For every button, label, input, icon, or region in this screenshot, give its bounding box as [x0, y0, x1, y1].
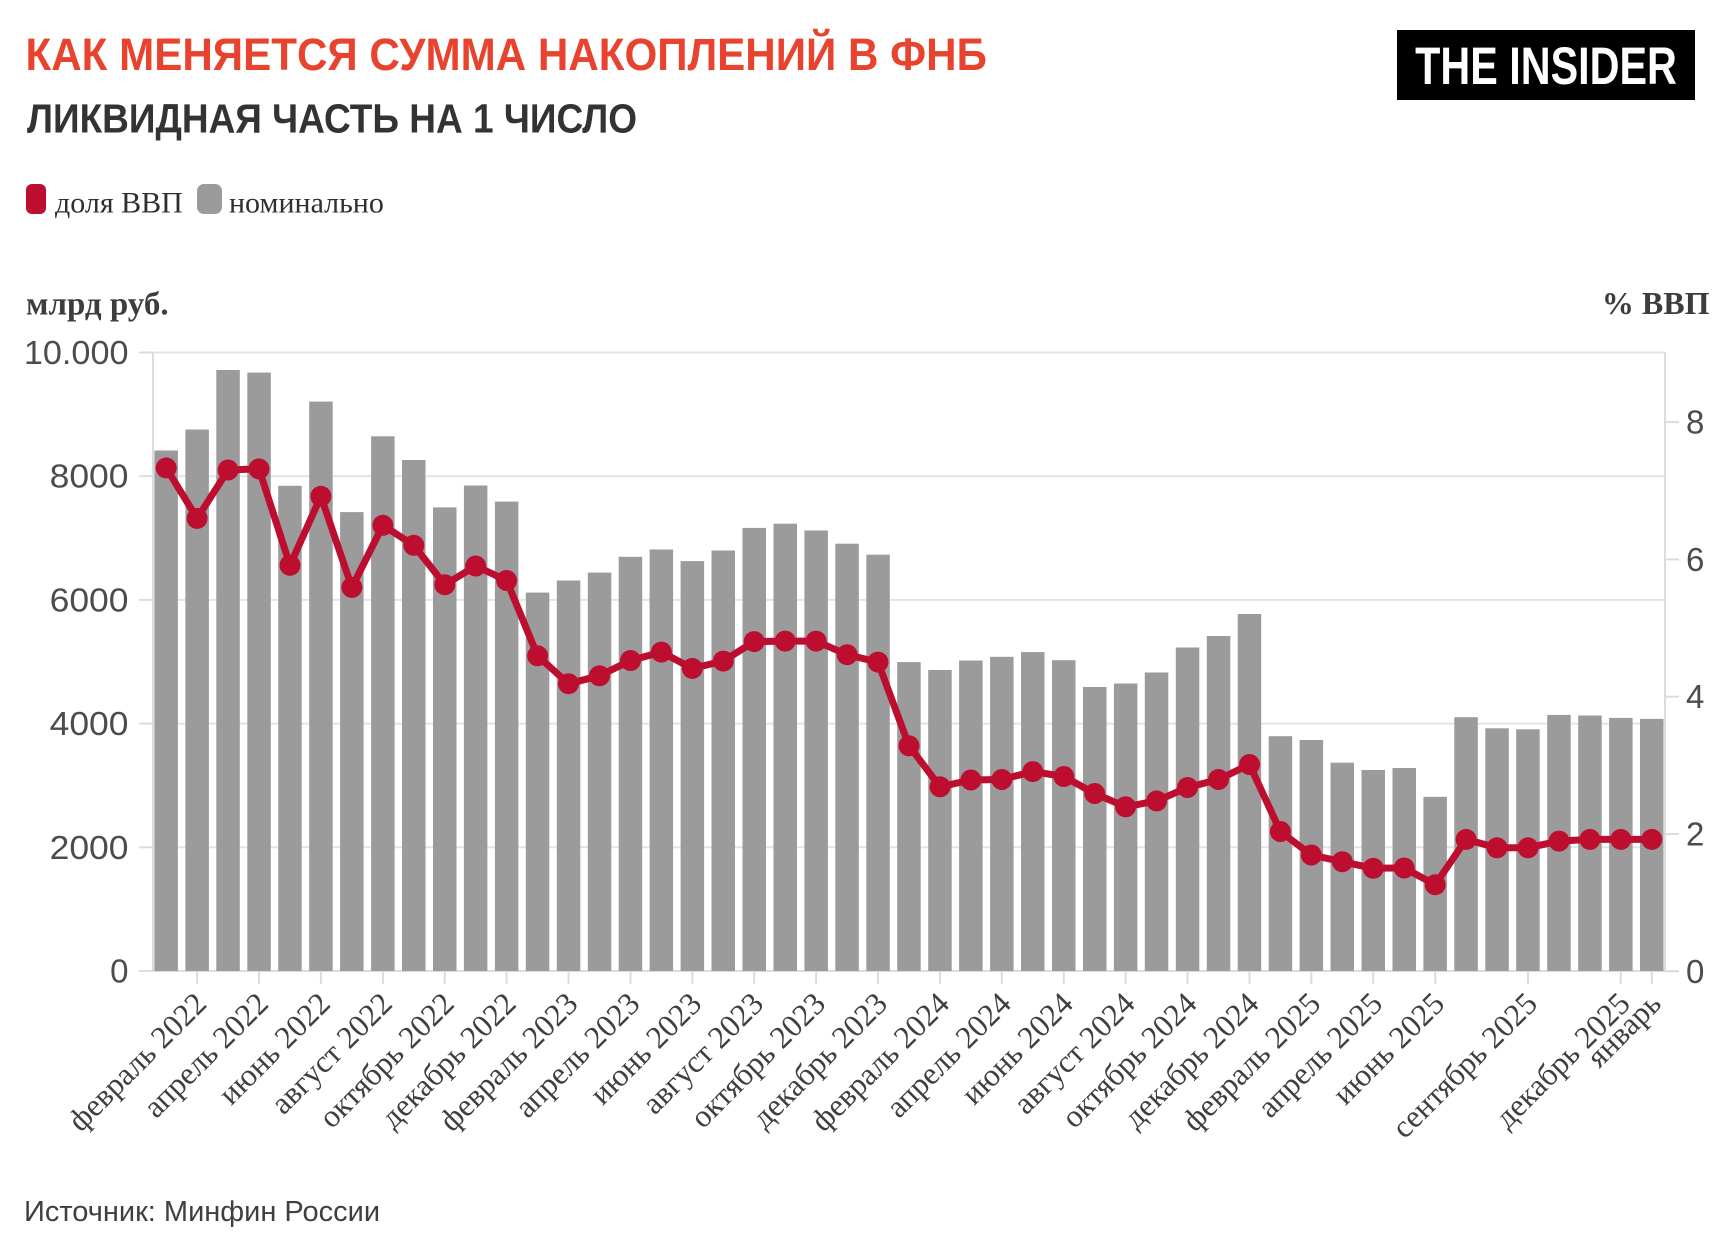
svg-text:4: 4 — [1686, 678, 1704, 715]
svg-text:доля ВВП: доля ВВП — [55, 187, 183, 220]
svg-text:2000: 2000 — [50, 829, 129, 866]
svg-text:6: 6 — [1686, 541, 1704, 578]
svg-text:4000: 4000 — [50, 705, 129, 742]
svg-text:8: 8 — [1686, 404, 1704, 441]
svg-text:Источник: Минфин России: Источник: Минфин России — [24, 1196, 380, 1228]
svg-text:8000: 8000 — [50, 458, 129, 495]
svg-text:2: 2 — [1686, 816, 1704, 853]
svg-text:10.000: 10.000 — [24, 334, 129, 371]
svg-text:0: 0 — [110, 953, 128, 990]
svg-text:% ВВП: % ВВП — [1602, 285, 1710, 321]
svg-text:номинально: номинально — [229, 187, 384, 220]
svg-text:КАК МЕНЯЕТСЯ СУММА НАКОПЛЕНИЙ: КАК МЕНЯЕТСЯ СУММА НАКОПЛЕНИЙ В ФНБ — [26, 28, 987, 81]
svg-text:6000: 6000 — [50, 581, 129, 618]
svg-text:THE INSIDER: THE INSIDER — [1415, 37, 1677, 96]
svg-text:0: 0 — [1686, 953, 1704, 990]
svg-text:ЛИКВИДНАЯ ЧАСТЬ НА 1 ЧИСЛО: ЛИКВИДНАЯ ЧАСТЬ НА 1 ЧИСЛО — [27, 97, 637, 142]
svg-text:млрд руб.: млрд руб. — [26, 287, 169, 323]
